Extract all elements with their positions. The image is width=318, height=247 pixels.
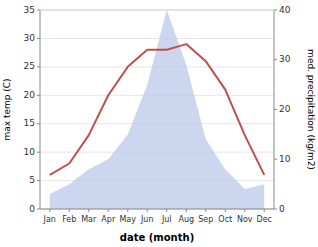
x-tick [147, 209, 148, 212]
y-tick-label: 0 [29, 204, 35, 214]
x-tick-label: Apr [101, 215, 116, 224]
precipitation-area [50, 10, 265, 209]
y-tick-label: 35 [24, 5, 35, 15]
y-tick [37, 10, 40, 11]
plot-area [50, 10, 265, 209]
x-tick-label: Jun [140, 215, 154, 224]
y2-tick-label: 40 [279, 5, 291, 15]
y-tick-label: 30 [24, 33, 36, 43]
grid-line [40, 10, 274, 11]
y2-tick-label: 0 [279, 204, 285, 214]
y-tick-label: 25 [24, 61, 35, 71]
y-tick [37, 123, 40, 124]
y-tick [37, 95, 40, 96]
y-tick [37, 180, 40, 181]
y2-tick-label: 20 [279, 104, 291, 114]
x-tick-label: May [119, 215, 136, 224]
y-axis-label: max temp (C) [2, 78, 12, 140]
x-tick-label: Dec [257, 215, 272, 224]
y2-tick [274, 159, 277, 160]
x-tick-label: Nov [237, 215, 253, 224]
y2-tick-label: 10 [279, 154, 291, 164]
y2-tick [274, 209, 277, 210]
y-tick [37, 209, 40, 210]
chart: 0 5 10 15 20 25 30 35 0 10 20 30 40 Jan Feb Mar AprMay Ju… [0, 0, 318, 247]
y-axis-line [40, 10, 41, 209]
y2-axis-label: med. precipitation (kg/m2) [306, 49, 316, 170]
x-tick-label: Sep [198, 215, 213, 224]
x-tick-label: Mar [81, 215, 97, 224]
x-tick [205, 209, 206, 212]
grid-line [40, 209, 274, 210]
x-tick-label: Oct [218, 215, 232, 224]
y2-tick-label: 30 [279, 54, 291, 64]
x-tick [108, 209, 109, 212]
x-axis-label: date (month) [120, 232, 194, 243]
x-tick [69, 209, 70, 212]
x-tick [88, 209, 89, 212]
temperature-line [50, 44, 265, 175]
y2-tick [274, 59, 277, 60]
y-tick-label: 10 [24, 147, 36, 157]
x-tick [49, 209, 50, 212]
x-tick-label: Aug [178, 215, 194, 224]
x-tick [244, 209, 245, 212]
x-tick [186, 209, 187, 212]
y2-tick [274, 10, 277, 11]
y-tick [37, 152, 40, 153]
top-line [40, 10, 274, 11]
x-tick [264, 209, 265, 212]
x-tick [127, 209, 128, 212]
y-tick-label: 5 [29, 175, 35, 185]
y2-tick [274, 109, 277, 110]
x-axis-line [40, 209, 274, 210]
x-tick [225, 209, 226, 212]
y-tick-label: 20 [24, 90, 36, 100]
y-tick-label: 15 [24, 118, 35, 128]
x-tick [166, 209, 167, 212]
x-tick-label: Feb [62, 215, 76, 224]
grid-line [40, 38, 274, 39]
x-tick-label: Jan [43, 215, 56, 224]
y-tick [37, 66, 40, 67]
y-tick [37, 38, 40, 39]
x-tick-label: Jul [161, 215, 172, 224]
